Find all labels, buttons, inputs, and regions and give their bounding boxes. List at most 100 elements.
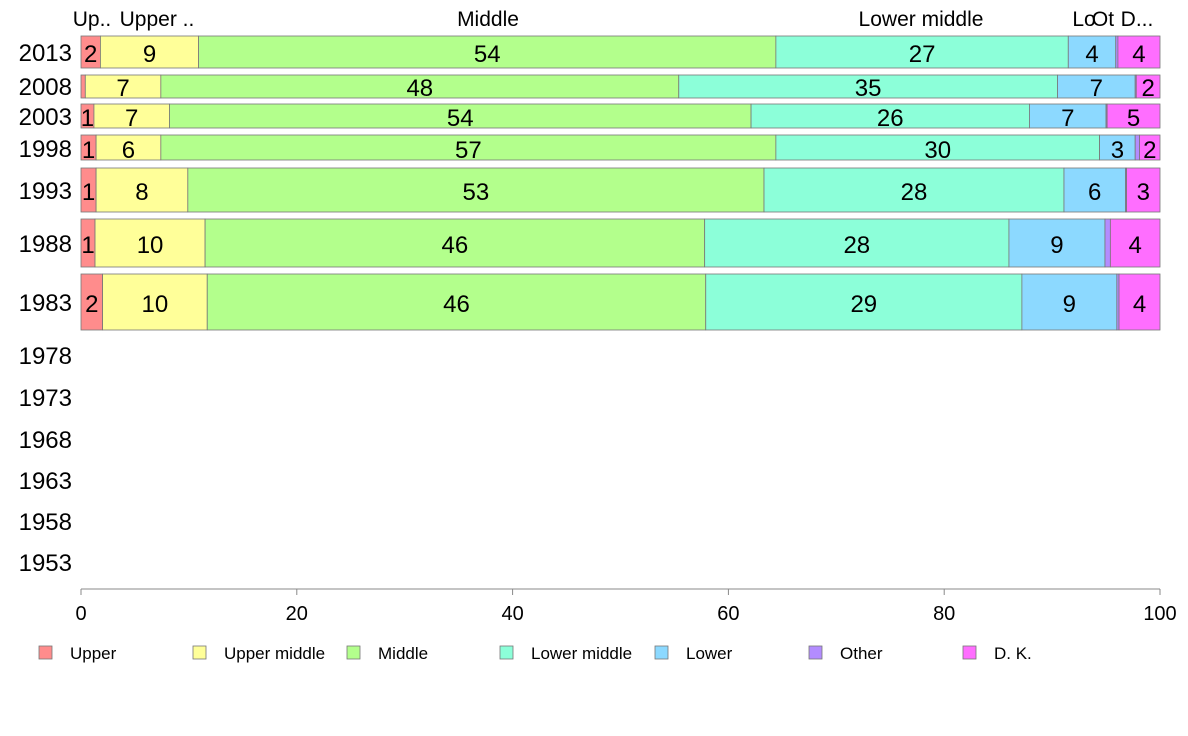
data-label: 46 <box>442 232 469 259</box>
legend-swatch <box>346 645 361 660</box>
x-tick-label: 40 <box>501 603 523 625</box>
series-top-label: Up.. <box>73 8 112 31</box>
data-label: 3 <box>1111 137 1124 164</box>
data-label: 1 <box>82 179 95 206</box>
data-label: 28 <box>901 179 928 206</box>
bar-segment <box>187 167 765 213</box>
bar-segment <box>1106 103 1161 129</box>
bar-segment <box>95 167 189 213</box>
bar-segment <box>1134 134 1140 161</box>
y-tick-label: 1978 <box>19 343 72 370</box>
series-top-label: D... <box>1121 8 1154 31</box>
data-label: 1 <box>81 232 94 259</box>
legend-label: D. K. <box>994 644 1032 663</box>
bar-segment <box>1139 134 1161 161</box>
legend-label: Lower middle <box>531 644 632 663</box>
data-label: 4 <box>1129 232 1142 259</box>
bar-segment <box>95 134 162 161</box>
data-label: 10 <box>142 291 169 318</box>
data-label: 27 <box>909 41 936 68</box>
y-tick-label: 1988 <box>19 231 72 258</box>
bar-segment <box>198 35 777 69</box>
data-label: 54 <box>474 41 501 68</box>
bar-segment <box>1118 273 1161 331</box>
data-label: 29 <box>850 291 877 318</box>
data-label: 4 <box>1085 41 1098 68</box>
series-top-label: Lo <box>1072 8 1095 31</box>
legend-label: Upper <box>70 644 117 663</box>
data-label: 7 <box>116 75 129 102</box>
series-top-label: Upper .. <box>120 8 195 31</box>
y-tick-label: 1998 <box>19 136 72 163</box>
legend-label: Upper middle <box>224 644 325 663</box>
bar-segment <box>169 103 752 129</box>
series-top-label: Middle <box>457 8 519 31</box>
data-label: 28 <box>843 232 870 259</box>
x-tick-label: 60 <box>717 603 739 625</box>
data-label: 35 <box>855 75 882 102</box>
data-label: 54 <box>447 105 474 132</box>
data-label: 2 <box>85 291 98 318</box>
legend-swatch <box>499 645 514 660</box>
data-label: 4 <box>1132 41 1145 68</box>
data-label: 7 <box>1090 75 1103 102</box>
x-tick-label: 0 <box>75 603 86 625</box>
data-label: 30 <box>924 137 951 164</box>
y-tick-label: 2003 <box>19 104 72 131</box>
legend-swatch <box>654 645 669 660</box>
y-tick-label: 2008 <box>19 74 72 101</box>
legend-label: Other <box>840 644 883 663</box>
data-label: 3 <box>1137 179 1150 206</box>
data-label: 53 <box>463 179 490 206</box>
bar-segment <box>102 273 208 331</box>
bar-segment <box>705 273 1023 331</box>
data-label: 5 <box>1127 105 1140 132</box>
data-label: 26 <box>877 105 904 132</box>
bar-segment <box>100 35 200 69</box>
bar-segment <box>1063 167 1126 213</box>
bar-segment <box>763 167 1065 213</box>
legend-swatch <box>38 645 53 660</box>
y-tick-label: 1993 <box>19 178 72 205</box>
legend-label: Middle <box>378 644 428 663</box>
bar-segment <box>206 273 707 331</box>
data-label: 4 <box>1133 291 1146 318</box>
bar-segment <box>775 35 1069 69</box>
data-label: 48 <box>406 75 433 102</box>
legend-swatch <box>962 645 977 660</box>
bar-segment <box>80 74 86 99</box>
legend-swatch <box>192 645 207 660</box>
data-label: 1 <box>82 137 95 164</box>
data-label: 46 <box>443 291 470 318</box>
y-tick-label: 1958 <box>19 509 72 536</box>
bar-segment <box>204 218 706 268</box>
x-tick-label: 80 <box>933 603 955 625</box>
bar-segment <box>94 218 206 268</box>
bar-segment <box>775 134 1100 161</box>
series-top-label: Lower middle <box>859 8 984 31</box>
bar-segment <box>1117 35 1161 69</box>
data-label: 57 <box>455 137 482 164</box>
bar-segment <box>750 103 1030 129</box>
y-tick-label: 1983 <box>19 290 72 317</box>
legend-swatch <box>808 645 823 660</box>
y-tick-label: 1953 <box>19 550 72 577</box>
data-label: 8 <box>135 179 148 206</box>
data-label: 2 <box>1141 75 1154 102</box>
data-label: 1 <box>81 105 94 132</box>
bar-segment <box>1126 167 1161 213</box>
data-label: 6 <box>1088 179 1101 206</box>
series-top-label: Ot <box>1092 8 1114 31</box>
data-label: 9 <box>1063 291 1076 318</box>
y-tick-label: 1973 <box>19 385 72 412</box>
data-label: 10 <box>137 232 164 259</box>
legend-label: Lower <box>686 644 733 663</box>
data-label: 2 <box>84 41 97 68</box>
bar-segment <box>160 134 777 161</box>
bar-segment <box>1104 218 1111 268</box>
x-tick-label: 100 <box>1143 603 1176 625</box>
x-tick-label: 20 <box>286 603 308 625</box>
data-label: 2 <box>1143 137 1156 164</box>
